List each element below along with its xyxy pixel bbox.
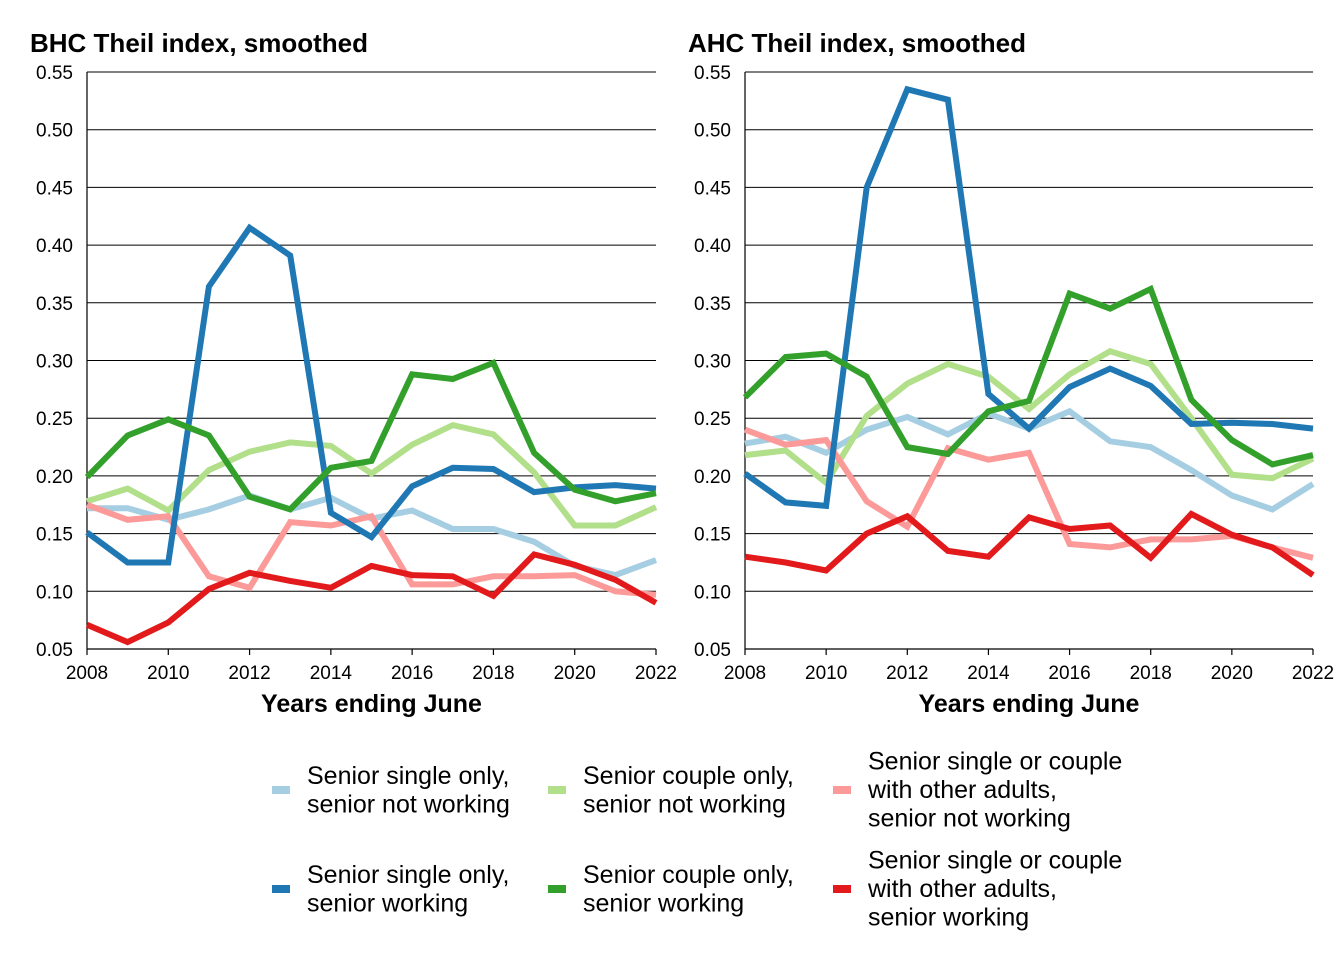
x-axis-label: Years ending June: [919, 690, 1140, 718]
legend-label: senior not working: [583, 790, 786, 818]
legend-swatch: [272, 885, 290, 893]
legend-swatch: [548, 786, 566, 794]
y-tick-label: 0.15: [36, 525, 73, 546]
x-tick-label: 2008: [66, 663, 108, 684]
series-line-3: [743, 426, 1314, 561]
x-tick-label: 2008: [724, 663, 766, 684]
x-tick-label: 2020: [1211, 663, 1253, 684]
x-tick-label: 2014: [967, 663, 1010, 684]
x-tick-label: 2020: [554, 663, 596, 684]
legend-label: senior working: [583, 889, 744, 917]
chart-panel-bhc: BHC Theil index, smoothed 0.05 0.10 0.15 0.2…: [30, 28, 677, 718]
legend-item: Senior couple only,senior not working: [548, 762, 794, 818]
y-tick-label: 0.20: [36, 467, 73, 488]
legend-label: senior not working: [868, 805, 1071, 833]
y-tick-label: 0.35: [36, 294, 73, 315]
series-line-3: [85, 501, 657, 598]
legend-label: Senior single only,: [307, 762, 509, 790]
series-line-2: [86, 421, 658, 529]
y-tick-label: 0.55: [36, 63, 73, 84]
y-tick-label: 0.45: [36, 178, 73, 199]
x-axis-label: Years ending June: [261, 690, 482, 718]
y-tick-label: 0.25: [36, 409, 73, 430]
series-line-6: [85, 551, 658, 646]
chart-panel-ahc: AHC Theil index, smoothed 0.05 0.10 0.15 0.2…: [688, 28, 1334, 718]
chart-title: BHC Theil index, smoothed: [30, 28, 368, 58]
series-line-4: [85, 223, 657, 566]
legend-label: Senior couple only,: [583, 861, 794, 889]
y-tick-label: 0.15: [694, 525, 731, 546]
x-tick-label: 2010: [147, 663, 189, 684]
y-tick-label: 0.25: [694, 409, 731, 430]
legend-label: Senior single only,: [307, 861, 509, 889]
y-tick-label: 0.30: [694, 352, 731, 373]
y-tick-label: 0.40: [36, 236, 73, 257]
x-tick-label: 2022: [635, 663, 677, 684]
x-tick-label: 2022: [1292, 663, 1334, 684]
y-tick-label: 0.50: [694, 121, 731, 142]
x-tick-label: 2010: [805, 663, 847, 684]
legend-swatch: [548, 885, 566, 893]
legend-label: Senior single or couple: [868, 847, 1122, 875]
series-line-5: [84, 358, 657, 513]
chart-panels: BHC Theil index, smoothed 0.05 0.10 0.15 0.2…: [30, 28, 1334, 718]
series-line-6: [744, 510, 1315, 578]
legend-label: with other adults,: [867, 875, 1057, 903]
legend-label: senior not working: [307, 790, 510, 818]
x-tick-label: 2018: [1130, 663, 1172, 684]
series-line-5: [742, 284, 1314, 468]
x-tick-label: 2012: [886, 663, 928, 684]
chart-title: AHC Theil index, smoothed: [688, 28, 1026, 58]
y-tick-label: 0.30: [36, 352, 73, 373]
x-tick-label: 2012: [228, 663, 270, 684]
legend-label: senior working: [868, 904, 1029, 932]
legend-swatch: [833, 786, 851, 794]
legend-item: Senior single only,senior working: [272, 861, 509, 917]
x-tick-label: 2016: [1048, 663, 1090, 684]
legend-swatch: [272, 786, 290, 794]
x-tick-label: 2018: [472, 663, 514, 684]
y-tick-label: 0.05: [36, 640, 73, 661]
legend-item: Senior couple only,senior working: [548, 861, 794, 917]
y-tick-label: 0.10: [36, 582, 73, 603]
y-tick-label: 0.40: [694, 236, 731, 257]
legend-label: senior working: [307, 889, 468, 917]
y-tick-label: 0.10: [694, 582, 731, 603]
x-tick-label: 2016: [391, 663, 433, 684]
legend-label: Senior single or couple: [868, 748, 1122, 776]
legend: Senior single only,senior not workingSen…: [272, 748, 1122, 932]
legend-label: with other adults,: [867, 776, 1057, 804]
y-tick-label: 0.35: [694, 294, 731, 315]
x-tick-label: 2014: [310, 663, 353, 684]
y-tick-label: 0.20: [694, 467, 731, 488]
y-tick-label: 0.05: [694, 640, 731, 661]
y-tick-label: 0.55: [694, 63, 731, 84]
y-tick-label: 0.50: [36, 121, 73, 142]
legend-swatch: [833, 885, 851, 893]
legend-label: Senior couple only,: [583, 762, 794, 790]
y-tick-label: 0.45: [694, 178, 731, 199]
legend-item: Senior single only,senior not working: [272, 762, 510, 818]
